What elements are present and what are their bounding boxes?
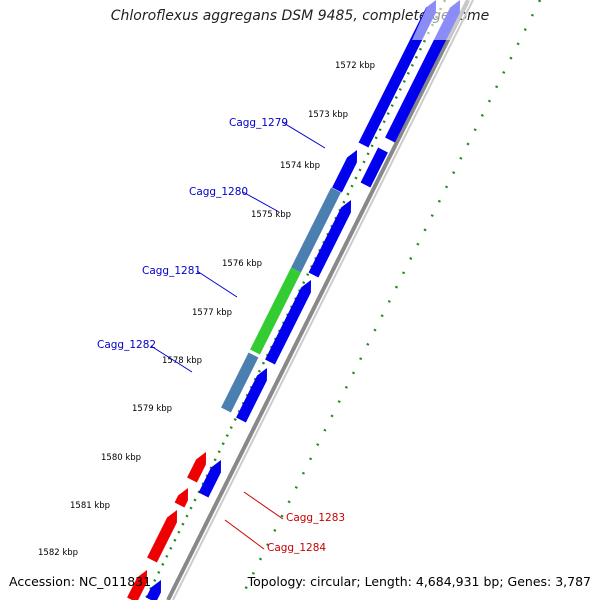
gene-label-cagg-1284[interactable]: Cagg_1284 bbox=[267, 542, 326, 554]
tick-label: 1573 kbp bbox=[308, 110, 348, 120]
backbone-line bbox=[166, 0, 470, 600]
gene-forward-8[interactable] bbox=[146, 580, 161, 600]
tick-ring-outer bbox=[143, 0, 447, 600]
backbone-shadow bbox=[172, 0, 474, 600]
tick-label: 1572 kbp bbox=[335, 61, 375, 71]
gene-cagg-1283[interactable] bbox=[187, 452, 206, 483]
gene-leader-line bbox=[196, 270, 238, 298]
gene-cagg-1281[interactable] bbox=[250, 267, 301, 355]
gene-label-cagg-1282[interactable]: Cagg_1282 bbox=[97, 339, 156, 351]
tick-label: 1575 kbp bbox=[251, 210, 291, 220]
accession-label: Accession: NC_011831 bbox=[9, 574, 152, 589]
gene-cagg-1280[interactable] bbox=[291, 187, 341, 273]
tick-label: 1582 kbp bbox=[38, 548, 78, 558]
tick-label: 1577 kbp bbox=[192, 308, 232, 318]
tick-label: 1576 kbp bbox=[222, 259, 262, 269]
tick-label: 1578 kbp bbox=[162, 356, 202, 366]
highlight-band bbox=[412, 0, 470, 40]
tick-label: 1581 kbp bbox=[70, 501, 110, 511]
gene-reverse-4[interactable] bbox=[127, 570, 147, 600]
gene-forward-3[interactable] bbox=[360, 147, 388, 188]
gene-leader-line bbox=[224, 519, 265, 550]
gene-cagg-1279[interactable] bbox=[332, 150, 357, 193]
gene-leader-line bbox=[243, 491, 284, 520]
gene-cagg-1284[interactable] bbox=[174, 488, 188, 508]
gene-leader-line bbox=[281, 121, 326, 149]
gene-label-cagg-1281[interactable]: Cagg_1281 bbox=[142, 265, 201, 277]
gene-label-cagg-1280[interactable]: Cagg_1280 bbox=[189, 186, 248, 198]
gene-forward-5[interactable] bbox=[265, 280, 311, 365]
gene-label-cagg-1283[interactable]: Cagg_1283 bbox=[286, 512, 345, 524]
gene-leader-line bbox=[242, 191, 280, 213]
gene-reverse-3[interactable] bbox=[147, 510, 177, 563]
gene-forward-6[interactable] bbox=[236, 368, 267, 423]
genome-summary: Topology: circular; Length: 4,684,931 bp… bbox=[247, 574, 591, 589]
gene-forward-7[interactable] bbox=[198, 460, 221, 498]
tick-label: 1574 kbp bbox=[280, 161, 320, 171]
tick-label: 1580 kbp bbox=[101, 453, 141, 463]
gene-label-cagg-1279[interactable]: Cagg_1279 bbox=[229, 117, 288, 129]
gene-cagg-1282[interactable] bbox=[221, 352, 259, 413]
tick-label: 1579 kbp bbox=[132, 404, 172, 414]
genome-title: Chloroflexus aggregans DSM 9485, complet… bbox=[110, 8, 490, 24]
gene-leader-line bbox=[150, 345, 193, 373]
gene-forward-4[interactable] bbox=[308, 200, 351, 278]
